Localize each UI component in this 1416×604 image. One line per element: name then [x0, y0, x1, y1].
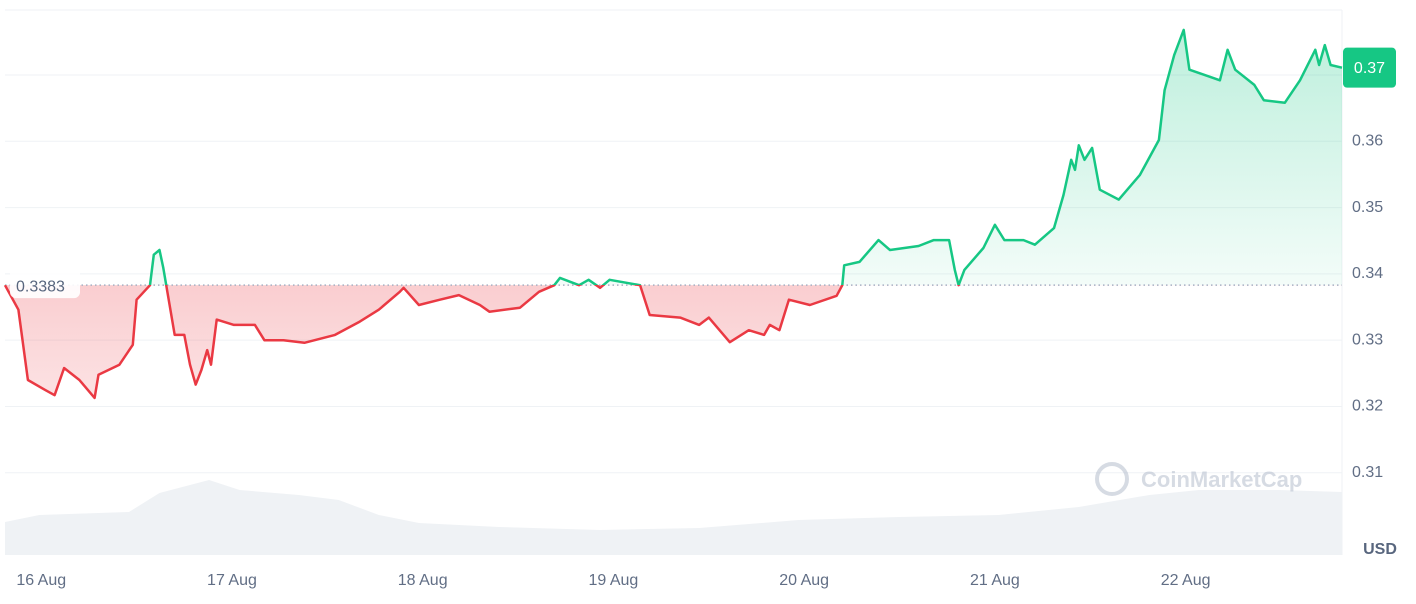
volume-area: [5, 480, 1342, 555]
y-tick-label: 0.36: [1352, 132, 1383, 149]
y-tick-label: 0.33: [1352, 331, 1383, 348]
baseline-label-bg: [10, 268, 80, 299]
price-area: [5, 29, 1342, 398]
y-tick-label: 0.35: [1352, 199, 1383, 216]
x-tick-label: 16 Aug: [16, 572, 66, 589]
x-tick-label: 17 Aug: [207, 572, 257, 589]
price-box-label: 0.37: [1354, 60, 1385, 77]
watermark-logo: [1095, 462, 1129, 496]
price-line: [3, 28, 1343, 400]
x-tick-label: 19 Aug: [589, 572, 639, 589]
baseline-label: 0.3383: [16, 278, 65, 295]
y-tick-label: 0.32: [1352, 398, 1383, 415]
watermark: CoinMarketCap: [1095, 462, 1302, 496]
watermark-text: CoinMarketCap: [1141, 467, 1302, 492]
price-box: [1343, 47, 1396, 88]
y-tick-label: 0.34: [1352, 265, 1383, 282]
x-tick-label: 20 Aug: [779, 572, 829, 589]
y-tick-label: 0.31: [1352, 464, 1383, 481]
currency-label: USD: [1363, 541, 1397, 558]
x-tick-label: 21 Aug: [970, 572, 1020, 589]
x-tick-label: 22 Aug: [1161, 572, 1211, 589]
x-tick-label: 18 Aug: [398, 572, 448, 589]
